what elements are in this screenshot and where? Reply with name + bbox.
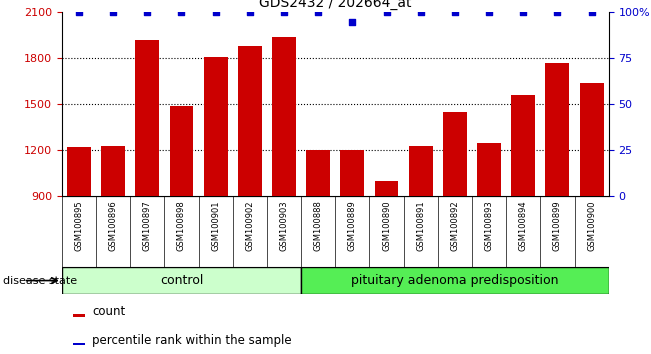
Bar [272,37,296,196]
Text: GSM100898: GSM100898 [177,200,186,251]
Text: GSM100901: GSM100901 [211,200,220,251]
Bar [301,267,609,294]
Bar [67,147,91,196]
Bar [374,181,398,196]
Point [210,10,221,15]
Text: GSM100889: GSM100889 [348,200,357,251]
Text: GSM100891: GSM100891 [416,200,425,251]
Bar [511,95,535,196]
Bar [409,146,433,196]
Text: pituitary adenoma predisposition: pituitary adenoma predisposition [351,274,559,287]
Text: GSM100894: GSM100894 [519,200,528,251]
Bar [477,143,501,196]
Text: GSM100902: GSM100902 [245,200,255,251]
Text: GSM100895: GSM100895 [74,200,83,251]
Point [484,10,494,15]
Text: GSM100888: GSM100888 [314,200,323,251]
Bar [546,63,570,196]
Text: count: count [92,306,125,318]
Text: GSM100899: GSM100899 [553,200,562,251]
Bar [73,314,85,317]
Text: percentile rank within the sample: percentile rank within the sample [92,334,292,347]
Bar [135,40,159,196]
Text: GSM100896: GSM100896 [109,200,118,251]
Bar [340,150,365,196]
Bar [101,146,125,196]
Text: control: control [159,274,203,287]
Bar [169,106,193,196]
Bar [73,343,85,345]
Point [450,10,460,15]
Point [313,10,324,15]
Point [518,10,529,15]
Point [279,10,289,15]
Text: GSM100893: GSM100893 [484,200,493,251]
Bar [579,83,603,196]
Point [108,10,118,15]
Point [587,10,597,15]
Point [347,19,357,24]
Point [381,10,392,15]
Bar [238,46,262,196]
Text: GSM100900: GSM100900 [587,200,596,251]
Point [142,10,152,15]
Point [74,10,84,15]
Bar [443,112,467,196]
Text: GSM100890: GSM100890 [382,200,391,251]
Text: GSM100897: GSM100897 [143,200,152,251]
Bar [204,57,228,196]
Text: disease state: disease state [3,275,77,286]
Bar [62,267,301,294]
Text: GSM100892: GSM100892 [450,200,460,251]
Point [176,10,187,15]
Point [552,10,562,15]
Point [245,10,255,15]
Text: GSM100903: GSM100903 [279,200,288,251]
Bar [306,150,330,196]
Title: GDS2432 / 202664_at: GDS2432 / 202664_at [259,0,411,10]
Point [415,10,426,15]
